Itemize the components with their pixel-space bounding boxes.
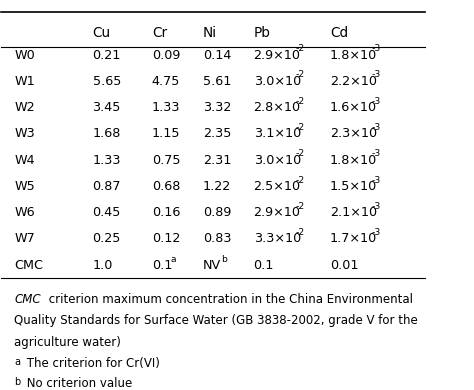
Text: 0.01: 0.01: [330, 259, 358, 271]
Text: The criterion for Cr(VI): The criterion for Cr(VI): [23, 357, 159, 370]
Text: 1.33: 1.33: [92, 154, 121, 167]
Text: agriculture water): agriculture water): [14, 336, 121, 349]
Text: W5: W5: [14, 180, 35, 193]
Text: -3: -3: [371, 44, 381, 53]
Text: -3: -3: [371, 202, 381, 211]
Text: W6: W6: [14, 206, 35, 219]
Text: -2: -2: [295, 149, 304, 158]
Text: 3.0×10: 3.0×10: [254, 75, 301, 88]
Text: -3: -3: [371, 123, 381, 132]
Text: 1.8×10: 1.8×10: [330, 154, 377, 167]
Text: 0.1: 0.1: [254, 259, 274, 271]
Text: -3: -3: [371, 176, 381, 184]
Text: -2: -2: [295, 228, 304, 237]
Text: 0.14: 0.14: [203, 48, 231, 62]
Text: 2.9×10: 2.9×10: [254, 206, 301, 219]
Text: W2: W2: [14, 101, 35, 114]
Text: -2: -2: [295, 71, 304, 80]
Text: 0.89: 0.89: [203, 206, 231, 219]
Text: Pb: Pb: [254, 26, 271, 40]
Text: 0.16: 0.16: [152, 206, 180, 219]
Text: 5.65: 5.65: [92, 75, 121, 88]
Text: Quality Standards for Surface Water (GB 3838-2002, grade V for the: Quality Standards for Surface Water (GB …: [14, 314, 418, 328]
Text: -3: -3: [371, 71, 381, 80]
Text: CMC: CMC: [14, 259, 43, 271]
Text: CMC: CMC: [14, 293, 41, 306]
Text: -2: -2: [295, 202, 304, 211]
Text: NV: NV: [203, 259, 221, 271]
Text: W4: W4: [14, 154, 35, 167]
Text: Cd: Cd: [330, 26, 348, 40]
Text: 1.33: 1.33: [152, 101, 180, 114]
Text: 4.75: 4.75: [152, 75, 180, 88]
Text: -3: -3: [371, 149, 381, 158]
Text: W7: W7: [14, 232, 35, 245]
Text: -2: -2: [295, 97, 304, 106]
Text: 2.2×10: 2.2×10: [330, 75, 377, 88]
Text: 2.31: 2.31: [203, 154, 231, 167]
Text: 0.75: 0.75: [152, 154, 180, 167]
Text: Cu: Cu: [92, 26, 110, 40]
Text: -3: -3: [371, 228, 381, 237]
Text: No criterion value: No criterion value: [23, 377, 132, 390]
Text: 3.1×10: 3.1×10: [254, 127, 301, 140]
Text: 2.8×10: 2.8×10: [254, 101, 301, 114]
Text: Cr: Cr: [152, 26, 167, 40]
Text: 3.3×10: 3.3×10: [254, 232, 301, 245]
Text: 0.87: 0.87: [92, 180, 121, 193]
Text: 1.6×10: 1.6×10: [330, 101, 377, 114]
Text: 1.15: 1.15: [152, 127, 180, 140]
Text: -2: -2: [295, 44, 304, 53]
Text: 2.1×10: 2.1×10: [330, 206, 377, 219]
Text: 0.21: 0.21: [92, 48, 121, 62]
Text: 1.5×10: 1.5×10: [330, 180, 377, 193]
Text: 0.1: 0.1: [152, 259, 172, 271]
Text: 5.61: 5.61: [203, 75, 231, 88]
Text: 3.45: 3.45: [92, 101, 121, 114]
Text: Ni: Ni: [203, 26, 217, 40]
Text: 0.25: 0.25: [92, 232, 121, 245]
Text: -3: -3: [371, 97, 381, 106]
Text: 2.9×10: 2.9×10: [254, 48, 301, 62]
Text: -2: -2: [295, 176, 304, 184]
Text: 2.35: 2.35: [203, 127, 231, 140]
Text: W1: W1: [14, 75, 35, 88]
Text: 1.68: 1.68: [92, 127, 121, 140]
Text: 0.45: 0.45: [92, 206, 121, 219]
Text: b: b: [221, 255, 227, 264]
Text: a: a: [14, 357, 20, 367]
Text: 0.09: 0.09: [152, 48, 180, 62]
Text: 3.0×10: 3.0×10: [254, 154, 301, 167]
Text: a: a: [171, 255, 176, 264]
Text: 3.32: 3.32: [203, 101, 231, 114]
Text: 0.68: 0.68: [152, 180, 180, 193]
Text: 1.22: 1.22: [203, 180, 231, 193]
Text: 2.5×10: 2.5×10: [254, 180, 301, 193]
Text: -2: -2: [295, 123, 304, 132]
Text: 0.12: 0.12: [152, 232, 180, 245]
Text: b: b: [14, 377, 20, 386]
Text: 1.0: 1.0: [92, 259, 113, 271]
Text: W3: W3: [14, 127, 35, 140]
Text: 1.8×10: 1.8×10: [330, 48, 377, 62]
Text: 0.83: 0.83: [203, 232, 231, 245]
Text: criterion maximum concentration in the China Environmental: criterion maximum concentration in the C…: [45, 293, 412, 306]
Text: W0: W0: [14, 48, 35, 62]
Text: 1.7×10: 1.7×10: [330, 232, 377, 245]
Text: 2.3×10: 2.3×10: [330, 127, 377, 140]
